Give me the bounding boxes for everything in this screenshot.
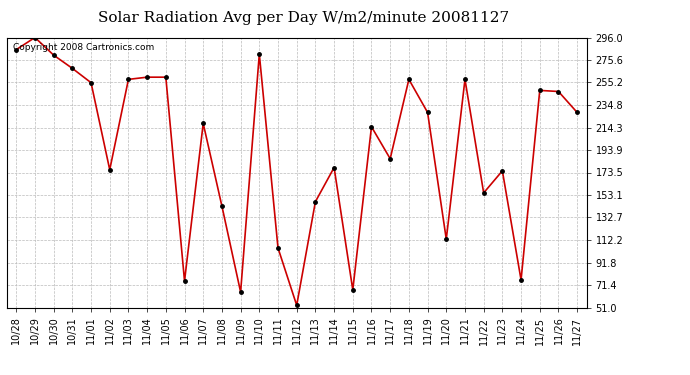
Text: Copyright 2008 Cartronics.com: Copyright 2008 Cartronics.com [12,43,154,52]
Text: Solar Radiation Avg per Day W/m2/minute 20081127: Solar Radiation Avg per Day W/m2/minute … [98,11,509,25]
